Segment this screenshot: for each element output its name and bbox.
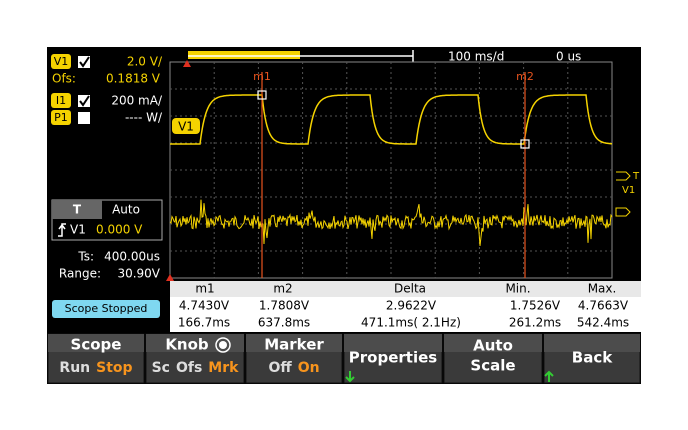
delay: 0 us: [556, 50, 581, 64]
offset-label: Ofs:: [52, 72, 76, 86]
channel-badge-text: V1: [54, 55, 69, 68]
softkey-title: Properties: [349, 349, 437, 367]
measure-cell: 4.7430V: [179, 299, 230, 313]
trace-badge: [172, 118, 200, 134]
marker-point: [257, 90, 267, 100]
current-trace: [169, 199, 613, 246]
trigger-pos-marker: [183, 60, 191, 67]
knob-icon-dot: [219, 341, 227, 349]
measure-header-bg: [170, 281, 641, 297]
softkey-title: Knob: [165, 336, 209, 354]
trigger-box: [51, 199, 163, 241]
softkeys: Scope Run Stop Knob Sc Ofs Mrk Marker Off On Prope…: [47, 333, 641, 384]
softkey-shade: [344, 334, 442, 352]
timebase: 100 ms/d: [448, 50, 504, 64]
softkey-shade: [544, 334, 640, 352]
softkey[interactable]: Marker Off On: [245, 333, 343, 384]
softkey-title: Back: [572, 349, 613, 367]
ts-label: Ts:: [77, 250, 94, 264]
right-marker: V1: [622, 185, 635, 196]
softkey-shade: [48, 334, 144, 352]
measure-cell: 637.8ms: [258, 316, 310, 330]
measure-cell: 166.7ms: [178, 316, 230, 330]
trigger-time-marker: [166, 274, 174, 281]
status: Scope Stopped: [65, 302, 148, 315]
measure-cell: 261.2ms: [509, 316, 561, 330]
measure-cell: 471.1ms( 2.1Hz): [361, 316, 461, 330]
channel-badge: [51, 54, 71, 69]
measure-cell: 2.9622V: [386, 299, 437, 313]
range-value: 30.90V: [117, 267, 160, 281]
softkey-title: Auto: [473, 337, 513, 355]
softkey-option: Mrk: [208, 360, 239, 376]
marker-label: m1: [253, 70, 271, 83]
softkey-option: Sc: [152, 360, 170, 376]
edge-icon: [58, 223, 66, 237]
softkey-option: Off: [268, 360, 292, 376]
channel-badge-text: P1: [54, 111, 68, 124]
channel-scale: 200 mA/: [111, 94, 163, 108]
measure-cell: 1.7526V: [510, 299, 561, 313]
channel-badge-text: I1: [56, 94, 66, 107]
softkey-option: Run: [59, 360, 90, 376]
measure-cell: 4.7663V: [578, 299, 629, 313]
channel-scale: 2.0 V/: [127, 55, 163, 69]
channel-badge: [51, 93, 71, 108]
marker-label: m2: [516, 70, 534, 83]
trigger-mode: Auto: [112, 203, 140, 217]
offset-value: 0.1818 V: [106, 72, 161, 86]
softkey-option: Stop: [96, 360, 132, 376]
softkey[interactable]: Knob Sc Ofs Mrk: [145, 333, 245, 384]
checkmark: [79, 95, 90, 107]
measure-header: m2: [273, 282, 292, 296]
checkmark: [79, 56, 90, 68]
capture-bar: [188, 51, 300, 59]
softkey-option: Ofs: [176, 360, 202, 376]
softkey[interactable]: Auto Scale: [443, 333, 543, 384]
trigger-level: 0.000 V: [96, 223, 143, 237]
measure-cell: 542.4ms: [577, 316, 629, 330]
softkey-title: Marker: [264, 336, 324, 354]
softkey-shade: [246, 334, 342, 352]
measure-cell: 1.7808V: [259, 299, 310, 313]
softkey-title: Scale: [470, 357, 515, 375]
trigger-source: V1: [70, 223, 86, 237]
measure-header: m1: [195, 282, 214, 296]
measure-header: Max.: [588, 282, 617, 296]
softkey-option: On: [298, 360, 320, 376]
voltage-trace: [170, 94, 612, 145]
marker-point: [520, 139, 530, 149]
softkey[interactable]: Properties: [343, 333, 443, 384]
softkey-title: Scope: [71, 336, 122, 354]
trigger-level-icon: [616, 171, 631, 181]
measure-header: Delta: [394, 282, 426, 296]
right-marker: T: [632, 171, 640, 182]
softkey-options: Sc Ofs Mrk: [152, 360, 240, 376]
channel-scale: ---- W/: [125, 111, 163, 125]
range-label: Range:: [59, 267, 101, 281]
trigger-title: T: [73, 203, 82, 217]
trace-label: V1: [178, 120, 194, 134]
channel-badge: [51, 110, 71, 125]
softkey[interactable]: Back: [543, 333, 641, 384]
softkey-options: Run Stop: [59, 360, 132, 376]
measure-header: Min.: [505, 282, 530, 296]
knob-icon: [215, 337, 231, 353]
down-arrow: [345, 371, 355, 383]
softkey[interactable]: Scope Run Stop: [47, 333, 145, 384]
ts-value: 400.00us: [104, 250, 160, 264]
ground-icon: [615, 207, 631, 217]
trigger-header: [52, 200, 102, 219]
softkey-shade: [444, 334, 542, 352]
up-arrow: [544, 370, 554, 382]
channel-checkbox[interactable]: [78, 112, 90, 124]
softkey-options: Off On: [268, 360, 319, 376]
status-badge: [52, 300, 160, 318]
